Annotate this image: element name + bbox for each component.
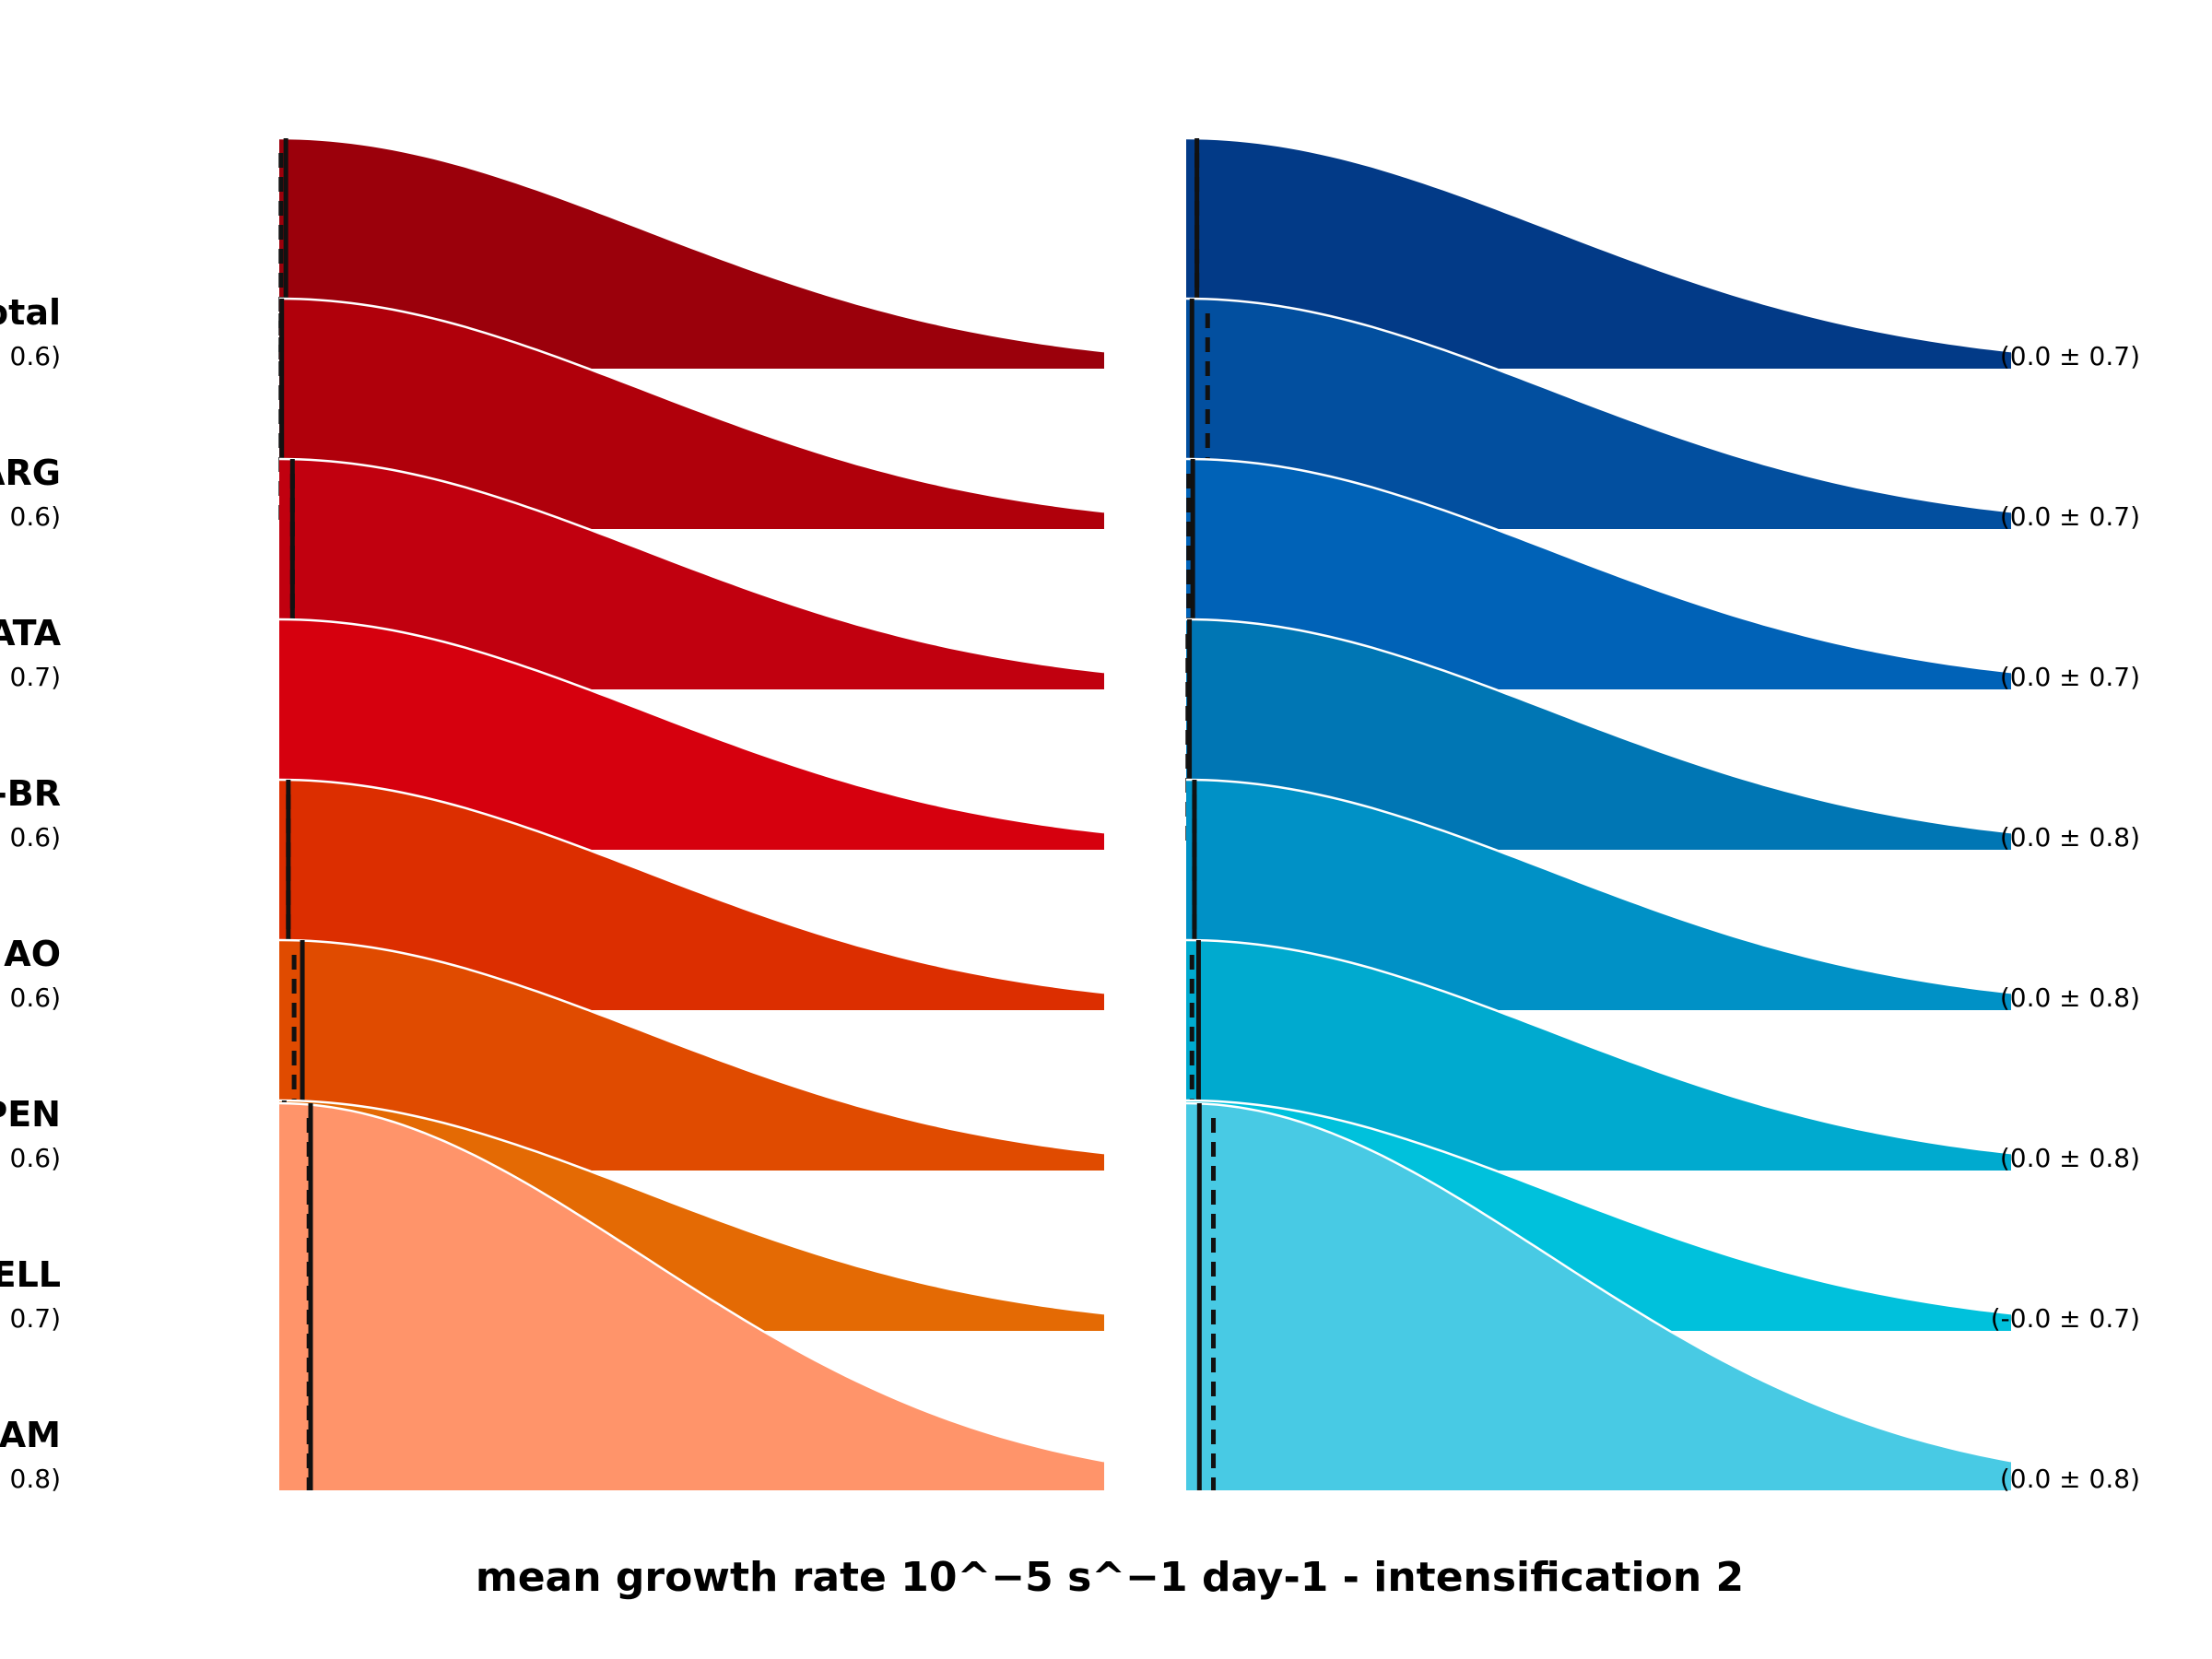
- ridge-area-left-5: [279, 940, 1104, 1171]
- ridge-edge-left-2: [278, 457, 1105, 674]
- row-label-2: ATA: [0, 613, 62, 653]
- ridge-area-left-4: [279, 780, 1104, 1010]
- ridge-area-right-4: [1186, 780, 2011, 1010]
- row-label-1: ARG: [0, 453, 61, 493]
- ridge-edge-left-4: [278, 778, 1105, 994]
- row-stat-5: 0.6): [10, 1143, 61, 1173]
- ridge-area-right-2: [1186, 459, 2011, 689]
- ridge-area-left-2: [279, 459, 1104, 689]
- ridge-edge-right-1: [1185, 297, 2012, 513]
- ridge-edge-right-5: [1185, 938, 2012, 1155]
- row-stat-2: 0.7): [10, 662, 61, 692]
- ridge-area-right-7: [1186, 1103, 2011, 1490]
- right-stat-6: (-0.0 ± 0.7): [1991, 1303, 2140, 1334]
- row-stat-0: 0.6): [10, 341, 61, 371]
- left-panel: [278, 136, 1105, 1490]
- row-label-3: -BR: [0, 773, 61, 814]
- ridge-edge-left-5: [278, 938, 1105, 1155]
- ridge-edge-right-3: [1185, 618, 2012, 834]
- right-stat-7: (0.0 ± 0.8): [2000, 1464, 2140, 1494]
- right-stat-1: (0.0 ± 0.7): [2000, 501, 2140, 532]
- row-stat-4: 0.6): [10, 982, 61, 1013]
- ridge-edge-left-6: [278, 1099, 1105, 1315]
- row-label-7: AM: [0, 1415, 61, 1455]
- row-label-0: otal: [0, 292, 61, 333]
- right-stat-4: (0.0 ± 0.8): [2000, 982, 2140, 1013]
- right-stat-5: (0.0 ± 0.8): [2000, 1143, 2140, 1173]
- row-label-5: PEN: [0, 1094, 61, 1135]
- right-stat-3: (0.0 ± 0.8): [2000, 822, 2140, 853]
- right-stat-0: (0.0 ± 0.7): [2000, 341, 2140, 371]
- ridge-area-left-0: [279, 138, 1104, 369]
- ridge-edge-left-0: [278, 136, 1105, 353]
- ridge-area-right-1: [1186, 299, 2011, 529]
- ridge-edge-left-3: [278, 618, 1105, 834]
- ridge-edge-right-7: [1185, 1101, 2012, 1463]
- ridge-edge-right-6: [1185, 1099, 2012, 1315]
- right-stat-labels: (0.0 ± 0.7) (0.0 ± 0.7) (0.0 ± 0.7) (0.0 ± …: [1991, 341, 2140, 1494]
- ridge-area-left-1: [279, 299, 1104, 529]
- ridge-edge-left-7: [278, 1101, 1105, 1463]
- ridge-edge-right-2: [1185, 457, 2012, 674]
- x-axis-label: mean growth rate 10^−5 s^−1 day-1 - inte…: [476, 1554, 1744, 1601]
- ridge-area-right-3: [1186, 619, 2011, 850]
- ridge-area-right-5: [1186, 940, 2011, 1171]
- ridge-area-right-0: [1186, 138, 2011, 369]
- row-stat-7: 0.8): [10, 1464, 61, 1494]
- ridge-edge-right-4: [1185, 778, 2012, 994]
- row-stat-1: 0.6): [10, 501, 61, 532]
- row-labels: otal 0.6) ARG 0.6) ATA 0.7) -BR 0.6) AO 0.6) PEN 0.…: [0, 292, 62, 1494]
- ridge-area-left-7: [279, 1103, 1104, 1490]
- row-stat-3: 0.6): [10, 822, 61, 853]
- row-label-4: AO: [4, 934, 61, 974]
- ridge-edge-right-0: [1185, 136, 2012, 353]
- right-panel: [1185, 136, 2012, 1490]
- ridge-edge-left-1: [278, 297, 1105, 513]
- right-stat-2: (0.0 ± 0.7): [2000, 662, 2140, 692]
- ridge-area-left-3: [279, 619, 1104, 850]
- row-label-6: ELL: [0, 1254, 61, 1295]
- row-stat-6: 0.7): [10, 1303, 61, 1334]
